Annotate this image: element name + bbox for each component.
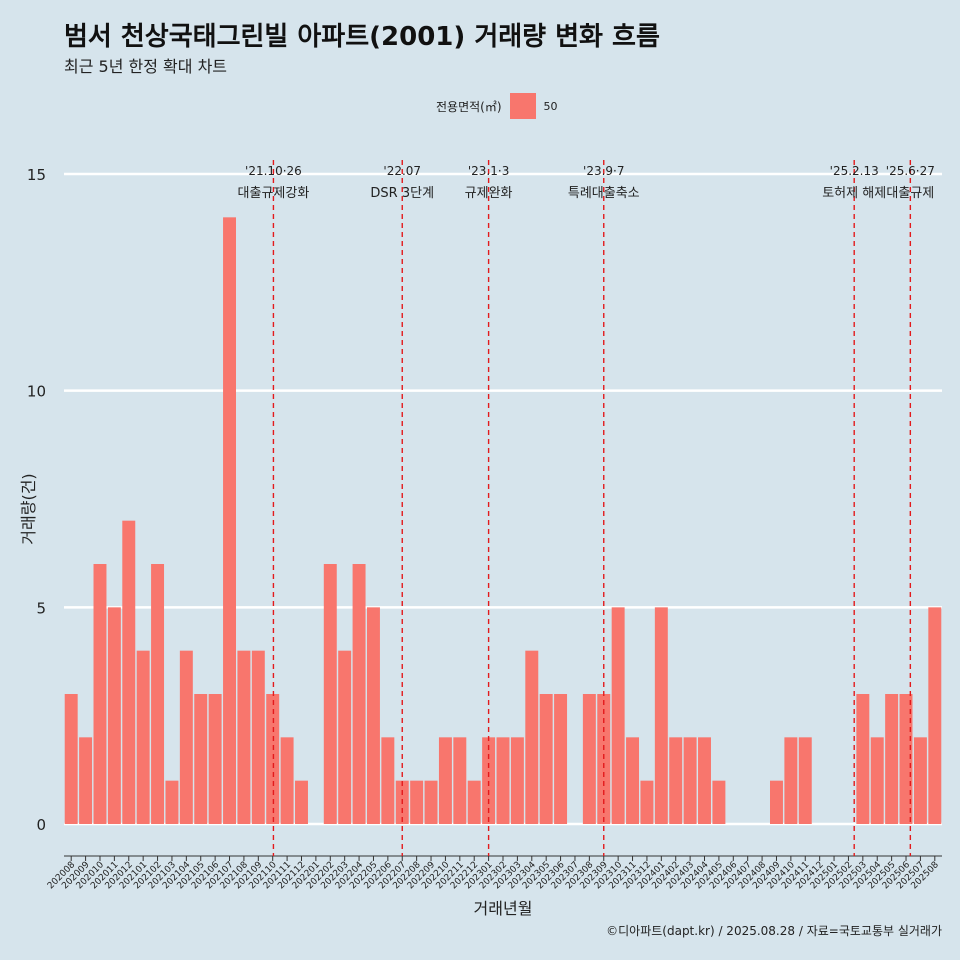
event-label: 규제완화 (465, 186, 513, 201)
bar (870, 737, 884, 824)
legend-key-swatch (509, 93, 536, 119)
event-label: DSR 3단계 (370, 186, 434, 201)
event-date-label: '21.10·26 (245, 164, 302, 178)
y-tick-label: 5 (36, 599, 46, 617)
bar (913, 737, 927, 824)
legend: 전용면적(㎡) 50 (436, 93, 558, 119)
bar (295, 780, 308, 824)
bar (769, 780, 783, 824)
bar (611, 607, 625, 824)
bar (467, 780, 481, 824)
event-label: 토허제 해제 (822, 186, 886, 201)
y-tick-label: 0 (36, 816, 46, 834)
bar (251, 650, 265, 824)
bar (438, 737, 452, 824)
bar (136, 650, 150, 824)
bar (928, 607, 942, 824)
bar (179, 650, 193, 824)
bar (885, 694, 899, 824)
bar (151, 564, 165, 824)
bar (712, 780, 726, 824)
bar (582, 694, 596, 824)
event-label: 특례대출축소 (568, 186, 640, 201)
bar (554, 694, 568, 824)
y-axis-title: 거래량(건) (19, 473, 38, 544)
bar (525, 650, 539, 824)
bar (654, 607, 668, 824)
bar (698, 737, 711, 824)
bar (280, 737, 294, 824)
chart-title: 범서 천상국태그린빌 아파트(2001) 거래량 변화 흐름 (64, 22, 660, 52)
bar (93, 564, 107, 824)
bar (366, 607, 380, 824)
bar (266, 694, 280, 824)
bar (208, 694, 222, 824)
bar (107, 607, 121, 824)
x-axis-title: 거래년월 (474, 899, 533, 918)
source-caption: ©디아파트(dapt.kr) / 2025.08.28 / 자료=국토교통부 실… (606, 924, 942, 938)
bar (482, 737, 496, 824)
bar (64, 694, 78, 824)
bar (640, 780, 654, 824)
event-date-label: '25.2.13 (830, 164, 879, 178)
bar (381, 737, 395, 824)
bar (122, 520, 136, 824)
event-date-label: '23.1·3 (468, 164, 509, 178)
bar (165, 780, 179, 824)
bar (683, 737, 697, 824)
event-date-label: '25.6·27 (886, 164, 935, 178)
bar (496, 737, 510, 824)
legend-entry: 50 (543, 99, 558, 113)
y-tick-label: 15 (27, 166, 46, 184)
event-label: 대출규제 (886, 186, 934, 201)
bar (323, 564, 337, 824)
bar (669, 737, 683, 824)
bar (352, 564, 366, 824)
bar (784, 737, 798, 824)
bar (194, 694, 208, 824)
event-date-label: '23.9·7 (583, 164, 624, 178)
bar (798, 737, 812, 824)
bar (410, 780, 424, 824)
bar (424, 780, 438, 824)
bar (453, 737, 467, 824)
legend-title: 전용면적(㎡) (436, 99, 502, 114)
bar (510, 737, 524, 824)
bar (79, 737, 93, 824)
bar (856, 694, 870, 824)
event-date-label: '22.07 (383, 164, 421, 178)
bar (899, 694, 913, 824)
y-tick-label: 10 (27, 383, 46, 401)
bar (338, 650, 352, 824)
bar (626, 737, 640, 824)
chart-subtitle: 최근 5년 한정 확대 차트 (64, 57, 228, 76)
bar (237, 650, 251, 824)
bar (539, 694, 553, 824)
event-label: 대출규제강화 (238, 186, 310, 201)
bar (223, 217, 237, 825)
